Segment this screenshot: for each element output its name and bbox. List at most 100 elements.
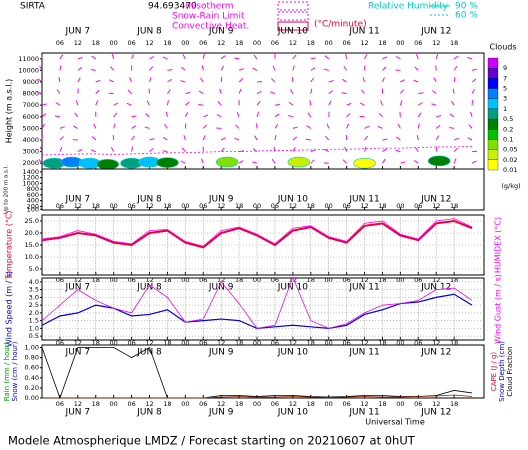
wind-barb xyxy=(306,125,312,129)
panel-frame xyxy=(41,277,485,341)
wind-barb xyxy=(399,89,404,94)
wind-barb xyxy=(180,80,186,83)
x-tick-label: 12 xyxy=(145,202,153,210)
wind-barb xyxy=(238,78,244,83)
wind-barb xyxy=(113,112,118,118)
day-label: JUN 7 xyxy=(65,408,91,418)
wind-barb xyxy=(164,123,168,129)
legend-box xyxy=(277,21,309,31)
day-label: JUN 7 xyxy=(65,195,91,205)
colorbar-title: Clouds xyxy=(489,43,516,52)
x-tick-label: 00 xyxy=(181,202,189,210)
wind-barb xyxy=(216,114,222,118)
y-tick-label: 800 xyxy=(27,185,39,193)
wind-barb xyxy=(167,78,172,83)
wind-barb xyxy=(341,92,347,95)
axis-label: Rain (mm / hour) xyxy=(3,341,11,401)
wind-barb xyxy=(417,112,422,118)
y-tick-label: 11000 xyxy=(18,55,39,63)
x-tick-label: 12 xyxy=(217,400,225,408)
wind-barb xyxy=(252,148,258,152)
wind-barb xyxy=(292,126,298,129)
wind-barb xyxy=(396,136,401,141)
colorbar-cell xyxy=(487,139,499,150)
x-tick-label: 18 xyxy=(163,339,171,347)
panel-frame xyxy=(41,344,485,399)
day-label: JUN 11 xyxy=(348,195,379,205)
wind-barb xyxy=(328,80,334,83)
wind-barb xyxy=(239,150,245,153)
colorbar-label: 7 xyxy=(503,74,507,82)
convective-unit: (°C/minute) xyxy=(314,20,367,30)
wind-barb xyxy=(416,135,419,141)
wind-barb xyxy=(344,146,348,152)
wind-barb xyxy=(59,136,64,141)
wind-barb xyxy=(238,88,242,94)
wind-barb xyxy=(235,124,240,129)
wind-barb xyxy=(180,160,186,164)
wind-barb xyxy=(292,65,295,71)
wind-barb xyxy=(131,115,137,118)
x-tick-label: 18 xyxy=(378,39,386,47)
wind-barb xyxy=(166,100,169,106)
x-tick-label: 12 xyxy=(432,39,440,47)
axis-label: HUMIDEX (°C) xyxy=(494,217,503,273)
x-tick-label: 06 xyxy=(342,400,350,408)
wind-barb xyxy=(41,123,45,129)
wind-barb xyxy=(287,114,293,118)
colorbar-cell xyxy=(487,68,499,79)
wind-barb xyxy=(234,137,240,141)
wind-barb xyxy=(450,100,455,106)
colorbar-cell xyxy=(487,159,499,171)
y-tick-label: 1200 xyxy=(22,174,39,182)
wind-barb xyxy=(382,138,388,141)
wind-barb xyxy=(453,137,459,141)
wind-barb xyxy=(342,78,347,83)
wind-barb xyxy=(144,126,150,129)
wind-barb xyxy=(271,78,276,83)
legend-box xyxy=(277,11,309,21)
colorbar-label: 0.2 xyxy=(503,125,513,133)
wind-barb xyxy=(256,90,262,95)
colorbar-label: 9 xyxy=(503,64,507,72)
colorbar-label: 3 xyxy=(503,95,507,103)
day-label: JUN 12 xyxy=(420,348,451,358)
wind-barb xyxy=(126,102,132,106)
wind-barb xyxy=(342,159,347,164)
wind-barb xyxy=(254,135,258,141)
x-tick-label: 06 xyxy=(127,339,135,347)
x-tick-label: 00 xyxy=(325,202,333,210)
wind-barb xyxy=(202,124,208,129)
x-tick-label: 18 xyxy=(450,202,458,210)
x-tick-label: 00 xyxy=(110,339,118,347)
wind-barb xyxy=(56,89,61,94)
y-tick-label: 7000 xyxy=(22,101,39,109)
wind-barb xyxy=(149,56,155,60)
wind-barb xyxy=(453,77,456,83)
cloud xyxy=(215,156,239,168)
x-tick-label: 00 xyxy=(181,400,189,408)
wind-barb xyxy=(203,114,209,118)
x-tick-label: 06 xyxy=(271,400,279,408)
station-code: 94.693470 xyxy=(148,2,197,12)
wind-barb xyxy=(111,53,115,59)
colorbar-cell xyxy=(487,78,499,89)
x-tick-label: 18 xyxy=(307,39,315,47)
wind-barb xyxy=(274,103,280,106)
y-tick-label: 9000 xyxy=(22,78,39,86)
wind-barb xyxy=(149,148,154,152)
wind-barb xyxy=(274,135,277,141)
wind-barb xyxy=(59,54,64,60)
day-label: JUN 9 xyxy=(208,348,234,358)
wind-barb xyxy=(271,158,276,164)
x-tick-label: 12 xyxy=(74,400,82,408)
wind-barb xyxy=(220,65,225,71)
day-label: JUN 12 xyxy=(420,195,451,205)
x-tick-label: 06 xyxy=(127,202,135,210)
day-label: JUN 9 xyxy=(208,27,234,37)
wind-barb xyxy=(113,102,119,106)
day-label: JUN 8 xyxy=(136,283,162,293)
wind-barb xyxy=(325,135,330,141)
cloud xyxy=(156,157,179,168)
